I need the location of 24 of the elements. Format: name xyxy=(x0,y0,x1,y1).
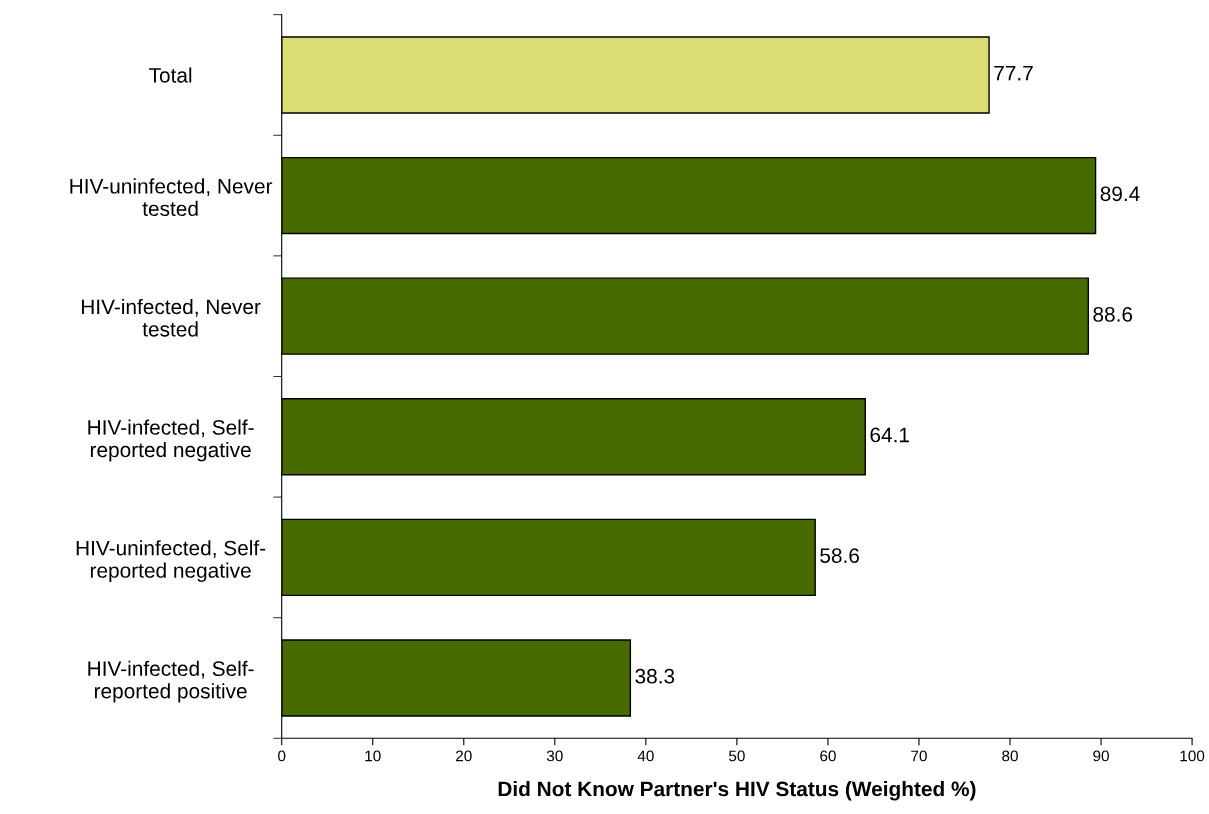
x-tick-label: 10 xyxy=(365,750,381,762)
data-label: 88.6 xyxy=(1093,307,1133,322)
data-label: 89.4 xyxy=(1100,186,1140,202)
x-tick-label: 90 xyxy=(1093,750,1109,762)
y-tick-label: Total xyxy=(149,67,192,83)
y-tick-label: HIV-infected, Self- reported positive xyxy=(88,660,254,703)
x-tick-label: 60 xyxy=(820,750,836,762)
x-tick-label: 50 xyxy=(729,750,745,762)
x-tick-label: 100 xyxy=(1180,750,1205,762)
x-tick-label: 30 xyxy=(546,750,563,762)
x-tick-label: 40 xyxy=(637,750,654,762)
data-label: 64.1 xyxy=(870,427,909,443)
y-tick-label: HIV-uninfected, Never tested xyxy=(70,178,273,217)
x-axis-title: Did Not Know Partner's HIV Status (Weighted %) xyxy=(498,781,976,801)
y-tick-label: HIV-uninfected, Self- reported negative xyxy=(76,540,266,582)
y-tick-label: HIV-infected, Never tested xyxy=(81,298,261,337)
data-label: 58.6 xyxy=(820,548,859,563)
x-tick-label: 80 xyxy=(1002,750,1018,762)
x-tick-label: 0 xyxy=(278,750,286,762)
data-label: 77.7 xyxy=(994,66,1033,81)
y-tick-label: HIV-infected, Self- reported negative xyxy=(88,419,254,462)
data-label: 38.3 xyxy=(635,668,675,684)
x-tick-label: 20 xyxy=(456,750,472,762)
x-tick-label: 70 xyxy=(911,750,927,762)
